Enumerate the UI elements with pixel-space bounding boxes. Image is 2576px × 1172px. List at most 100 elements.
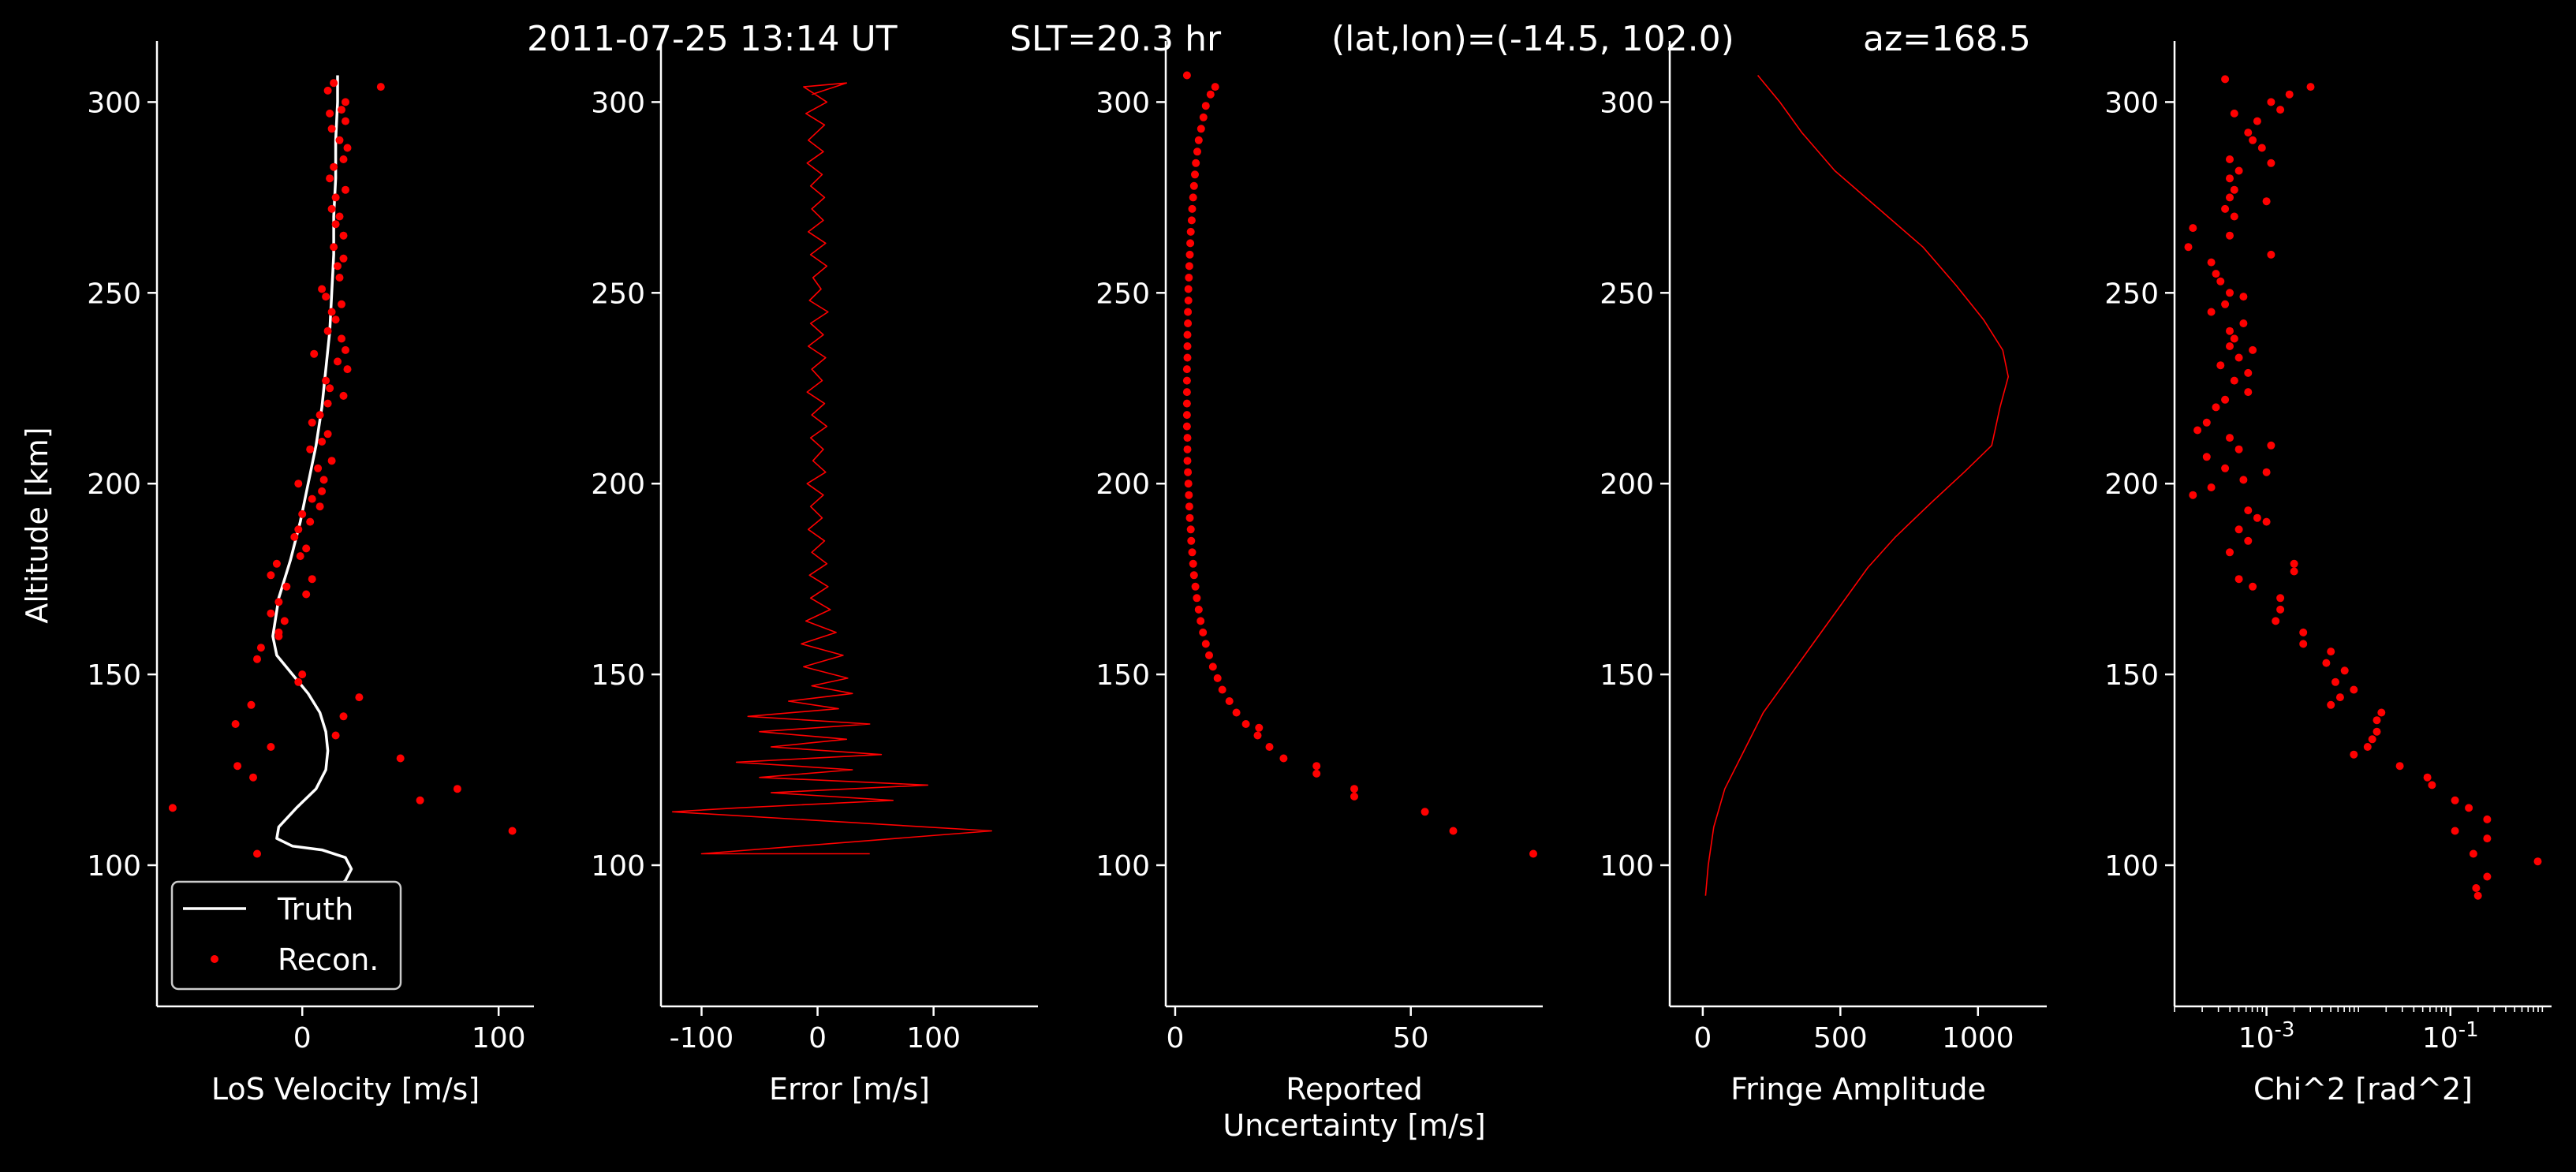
data-point — [2221, 395, 2230, 404]
data-point — [1193, 594, 1201, 603]
data-point — [2299, 640, 2308, 648]
data-point — [323, 86, 332, 95]
y-tick-label: 200 — [2104, 468, 2159, 501]
data-point — [326, 174, 334, 183]
y-tick-label: 200 — [87, 468, 141, 501]
data-point — [2230, 376, 2238, 385]
data-point — [330, 162, 338, 171]
legend-recon-label: Recon. — [278, 942, 379, 977]
data-point — [231, 720, 240, 728]
data-point — [1182, 71, 1191, 80]
data-point — [2234, 166, 2243, 175]
data-point — [168, 804, 177, 812]
y-tick-label: 100 — [1600, 850, 1654, 883]
data-point — [1192, 159, 1200, 167]
data-point — [339, 712, 348, 721]
data-point — [2226, 193, 2234, 202]
x-tick-label: 0 — [808, 1022, 827, 1054]
data-point — [1182, 411, 1191, 420]
data-point — [2230, 185, 2238, 194]
data-point — [2221, 75, 2230, 84]
data-point — [2249, 136, 2257, 144]
data-point — [2244, 536, 2253, 545]
data-point — [2483, 834, 2492, 843]
data-point — [1211, 83, 1219, 91]
data-point — [2262, 197, 2271, 206]
data-point — [249, 773, 257, 782]
data-point — [1182, 399, 1191, 408]
data-point — [2423, 773, 2432, 782]
data-point — [323, 430, 332, 439]
data-point — [294, 480, 303, 488]
data-point — [1218, 685, 1226, 694]
data-point — [253, 655, 261, 663]
data-point — [2331, 677, 2339, 686]
data-point — [2262, 517, 2271, 526]
y-tick-label: 250 — [1600, 278, 1654, 310]
data-point — [2184, 243, 2193, 252]
data-point — [334, 357, 342, 366]
data-point — [2340, 666, 2349, 675]
data-point — [253, 849, 261, 858]
data-point — [2276, 605, 2285, 614]
data-point — [2230, 109, 2238, 118]
data-point — [247, 700, 256, 709]
series-line — [671, 82, 992, 855]
x-tick-label: 10-1 — [2422, 1018, 2479, 1054]
data-point — [334, 262, 342, 271]
legend: Truth Recon. — [170, 880, 402, 991]
data-point — [1191, 170, 1199, 179]
data-point — [2226, 342, 2234, 350]
data-point — [1253, 731, 1262, 740]
data-point — [319, 476, 328, 484]
x-tick-label: -100 — [670, 1022, 734, 1054]
data-point — [1194, 605, 1203, 614]
data-point — [1185, 513, 1194, 522]
data-point — [330, 243, 338, 252]
data-point — [343, 144, 352, 152]
data-point — [1185, 502, 1193, 511]
data-point — [1184, 319, 1193, 327]
x-tick-label: 1000 — [1942, 1022, 2014, 1054]
data-point — [1185, 250, 1194, 259]
data-point — [298, 670, 307, 679]
data-point — [335, 274, 344, 282]
data-point — [318, 438, 327, 446]
data-point — [327, 204, 336, 213]
data-point — [2239, 476, 2248, 484]
data-point — [1193, 147, 1201, 156]
data-point — [298, 509, 307, 518]
data-point — [1183, 330, 1192, 339]
data-point — [416, 796, 424, 804]
data-point — [306, 517, 315, 526]
data-point — [2483, 872, 2492, 881]
data-point — [326, 384, 334, 393]
data-point — [2451, 796, 2459, 804]
panel-4: 100 150 200 250 300 0 500 1000 Fringe Amplitude — [1600, 41, 2047, 1107]
data-point — [1184, 285, 1193, 293]
data-point — [1185, 274, 1193, 282]
data-point — [331, 220, 340, 229]
data-point — [1279, 754, 1288, 763]
data-point — [2373, 716, 2381, 725]
data-point — [1186, 227, 1195, 236]
data-point — [310, 349, 319, 358]
data-point — [2451, 827, 2459, 835]
data-point — [2244, 506, 2253, 515]
data-point — [342, 345, 349, 354]
data-point — [2189, 224, 2197, 233]
legend-recon-swatch — [211, 955, 218, 963]
data-point — [306, 445, 315, 453]
data-point — [1265, 743, 1274, 751]
x-tick-label: 500 — [1813, 1022, 1868, 1054]
y-tick-label: 100 — [87, 850, 141, 883]
data-point — [338, 106, 345, 114]
data-point — [2327, 648, 2335, 656]
data-point — [2335, 693, 2344, 702]
data-point — [2226, 174, 2234, 183]
data-point — [338, 300, 345, 308]
data-point — [327, 457, 336, 465]
